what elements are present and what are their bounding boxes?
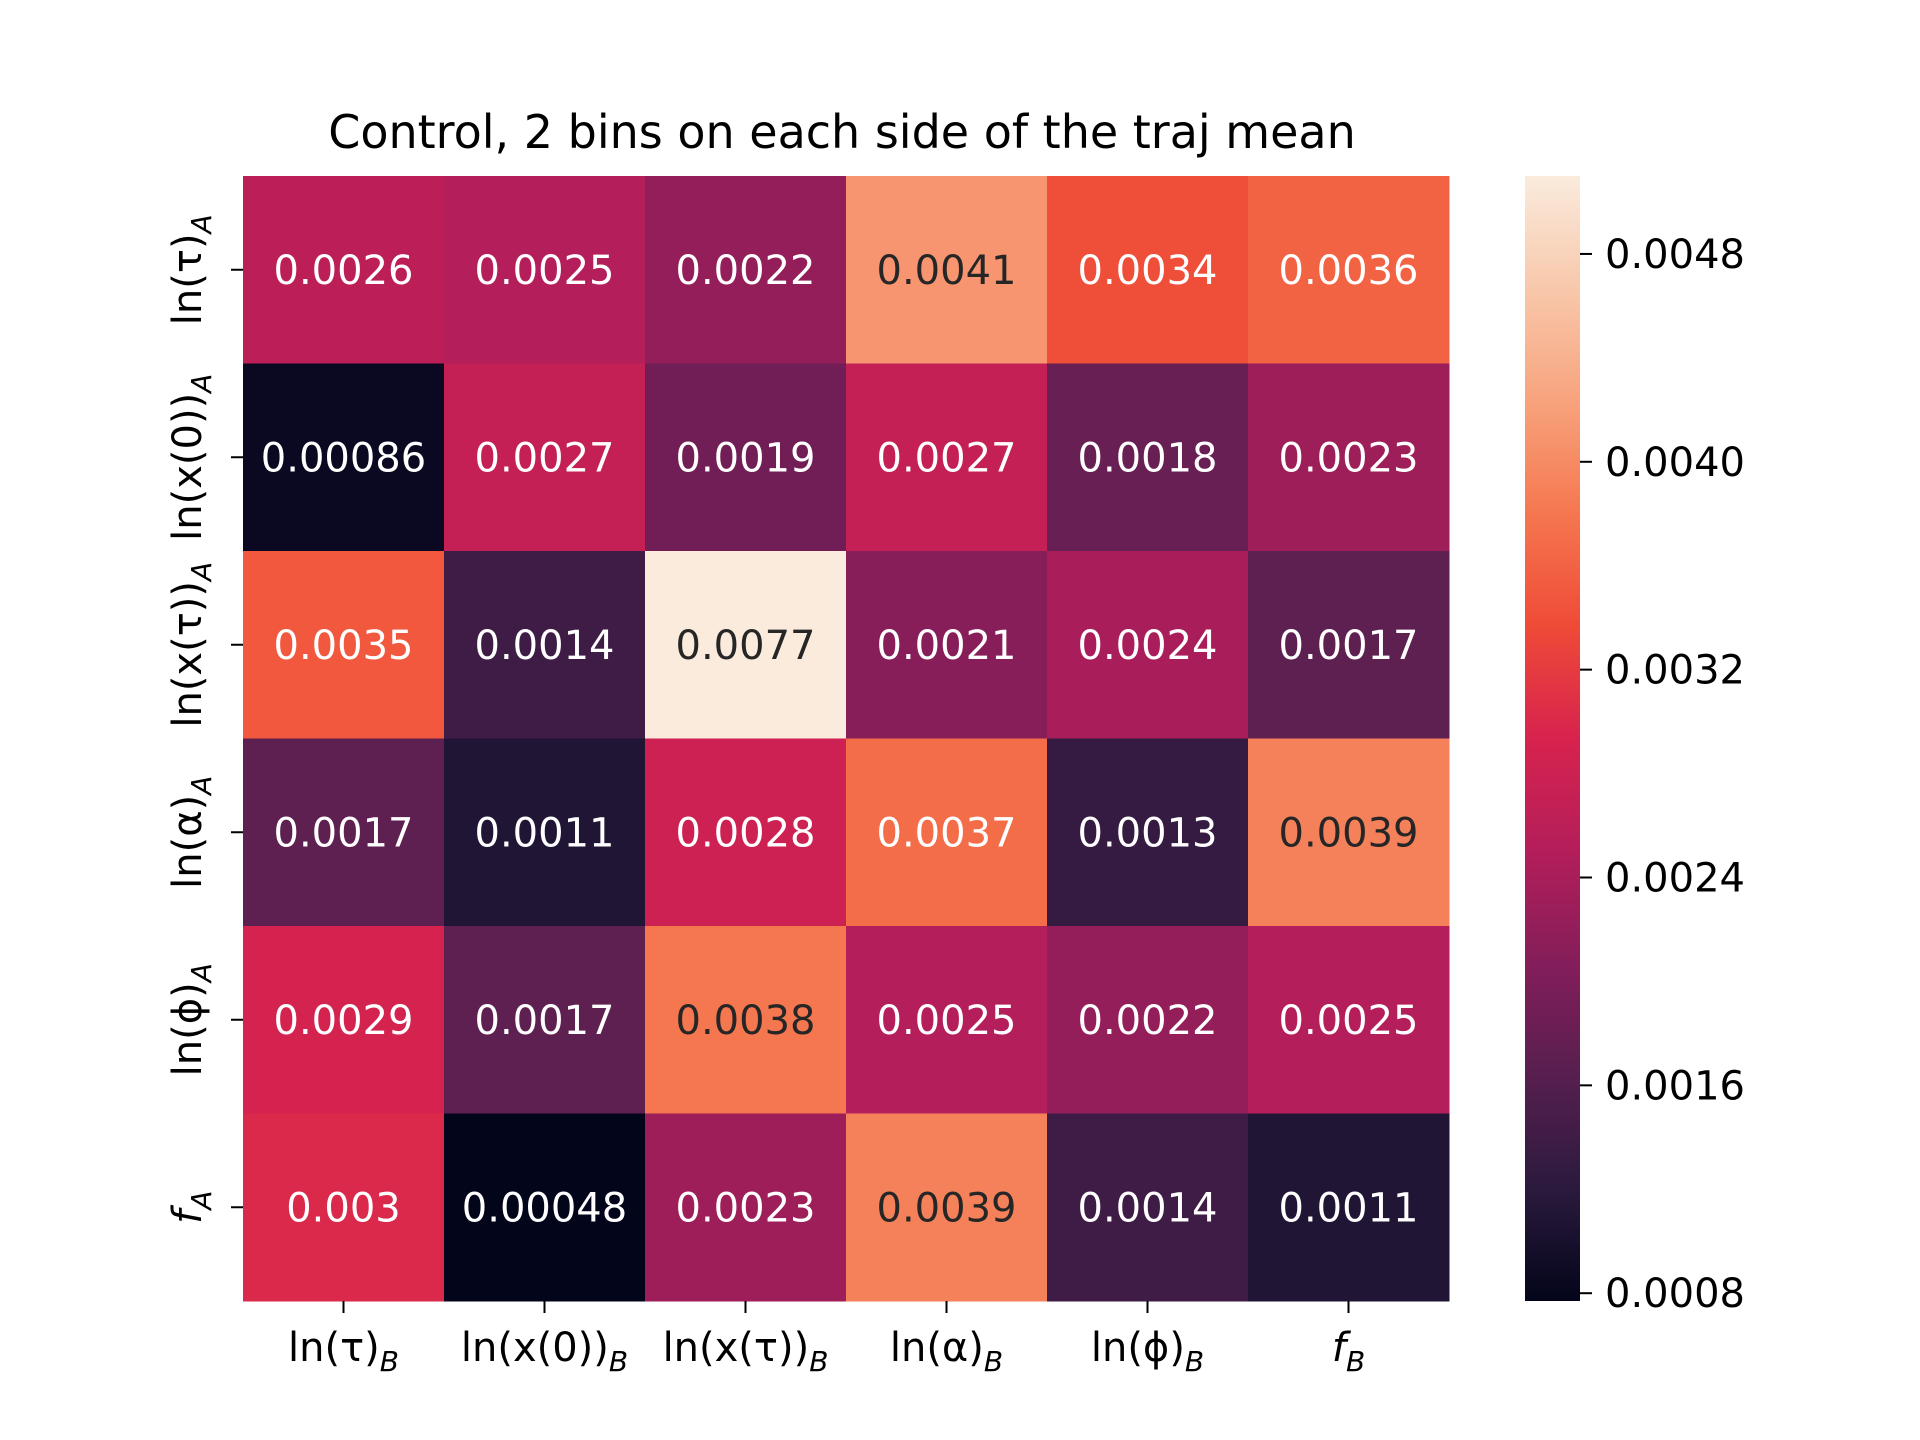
heatmap-cell [444, 363, 646, 552]
cell-value-label: 0.0019 [676, 435, 816, 481]
heatmap-cell [645, 363, 847, 552]
heatmap-cell [243, 738, 445, 927]
heatmap-cell [846, 551, 1048, 739]
cell-value-label: 0.0025 [475, 248, 615, 294]
heatmap-cell [1248, 738, 1450, 927]
cell-value-label: 0.0022 [1078, 998, 1218, 1044]
cell-value-label: 0.0039 [1279, 810, 1419, 856]
chart-title: Control, 2 bins on each side of the traj… [328, 105, 1356, 159]
cell-value-label: 0.0011 [1279, 1185, 1419, 1231]
cell-value-label: 0.0036 [1279, 248, 1419, 294]
heatmap-cell [1248, 176, 1450, 364]
heatmap-cell [846, 363, 1048, 552]
x-tick-label: ln(x(τ))B [663, 1325, 829, 1378]
y-tick-label: ln(τ)A [165, 214, 218, 325]
cell-value-label: 0.0024 [1078, 623, 1218, 669]
heatmap-cell [1047, 551, 1249, 739]
cell-value-label: 0.0037 [877, 810, 1017, 856]
cell-value-label: 0.0027 [877, 435, 1017, 481]
cell-value-label: 0.0018 [1078, 435, 1218, 481]
cell-value-label: 0.00048 [462, 1185, 627, 1231]
cell-value-label: 0.0025 [1279, 998, 1419, 1044]
heatmap-cell [645, 176, 847, 364]
cell-value-label: 0.0028 [676, 810, 816, 856]
heatmap-cell [1047, 176, 1249, 364]
cell-value-label: 0.00086 [261, 435, 426, 481]
heatmap-cell [1248, 363, 1450, 552]
heatmap-cell [645, 738, 847, 927]
cell-value-label: 0.0035 [274, 623, 414, 669]
cell-value-label: 0.0011 [475, 810, 615, 856]
cell-value-label: 0.0026 [274, 248, 414, 294]
colorbar-tick-label: 0.0008 [1605, 1271, 1745, 1317]
cell-value-label: 0.0041 [877, 248, 1017, 294]
heatmap-cell [444, 1113, 646, 1302]
heatmap-cell [444, 738, 646, 927]
heatmap-cell [1248, 926, 1450, 1114]
colorbar: 0.0008 0.0016 0.0024 0.0032 0.0040 0.0048 [1525, 176, 1745, 1317]
heatmap-cell [846, 926, 1048, 1114]
cell-value-label: 0.0017 [475, 998, 615, 1044]
heatmap-cell [243, 363, 445, 552]
colorbar-tick-label: 0.0016 [1605, 1063, 1745, 1109]
cell-value-label: 0.003 [286, 1185, 401, 1231]
cell-value-label: 0.0023 [1279, 435, 1419, 481]
cell-value-label: 0.0017 [1279, 623, 1419, 669]
heatmap-cell [846, 1113, 1048, 1302]
heatmap-cell [243, 551, 445, 739]
cell-value-label: 0.0013 [1078, 810, 1218, 856]
heatmap-cell [645, 1113, 847, 1302]
cell-value-label: 0.0021 [877, 623, 1017, 669]
x-tick-label: ln(τ)B [288, 1325, 399, 1378]
cell-value-label: 0.0023 [676, 1185, 816, 1231]
x-axis: ln(τ)B ln(x(0))B ln(x(τ))B ln(α)B ln(ϕ)B fB [288, 1301, 1365, 1378]
heatmap-cell [645, 551, 847, 739]
cell-value-label: 0.0022 [676, 248, 816, 294]
y-tick-label: fA [165, 1191, 218, 1224]
heatmap-cell [444, 176, 646, 364]
colorbar-tick-label: 0.0024 [1605, 856, 1745, 902]
heatmap-cell [243, 1113, 445, 1302]
heatmap-cell [444, 926, 646, 1114]
heatmap-cell [1248, 551, 1450, 739]
y-tick-label: ln(x(τ))A [165, 562, 218, 728]
colorbar-gradient [1525, 176, 1580, 1301]
heatmap-cell [1248, 1113, 1450, 1302]
heatmap-cell [846, 176, 1048, 364]
heatmap-cell [243, 926, 445, 1114]
heatmap-cell [243, 176, 445, 364]
heatmap-cell [444, 551, 646, 739]
cell-value-label: 0.0029 [274, 998, 414, 1044]
x-tick-label: ln(x(0))B [461, 1325, 628, 1378]
y-tick-label: ln(α)A [165, 776, 218, 889]
y-tick-label: ln(x(0))A [165, 374, 218, 541]
heatmap-cells: 0.0026 0.0025 0.0022 0.0041 0.0034 0.0036 0.00… [243, 176, 1450, 1302]
x-tick-label: ln(α)B [890, 1325, 1003, 1378]
heatmap-cell [645, 926, 847, 1114]
colorbar-tick-label: 0.0032 [1605, 648, 1745, 694]
cell-value-label: 0.0038 [676, 998, 816, 1044]
cell-value-label: 0.0017 [274, 810, 414, 856]
cell-value-label: 0.0077 [676, 623, 816, 669]
cell-value-label: 0.0039 [877, 1185, 1017, 1231]
cell-value-label: 0.0025 [877, 998, 1017, 1044]
colorbar-tick-label: 0.0040 [1605, 440, 1745, 486]
cell-value-label: 0.0014 [1078, 1185, 1218, 1231]
heatmap-cell [1047, 363, 1249, 552]
heatmap-cell [1047, 738, 1249, 927]
cell-value-label: 0.0014 [475, 623, 615, 669]
cell-value-label: 0.0034 [1078, 248, 1218, 294]
heatmap-cell [1047, 926, 1249, 1114]
heatmap-cell [1047, 1113, 1249, 1302]
x-tick-label: fB [1332, 1325, 1365, 1378]
heatmap-cell [846, 738, 1048, 927]
colorbar-tick-label: 0.0048 [1605, 232, 1745, 278]
y-axis: ln(τ)A ln(x(0))A ln(x(τ))A ln(α)A ln(ϕ)A fA [165, 214, 243, 1224]
cell-value-label: 0.0027 [475, 435, 615, 481]
y-tick-label: ln(ϕ)A [165, 963, 218, 1076]
x-tick-label: ln(ϕ)B [1091, 1325, 1204, 1378]
